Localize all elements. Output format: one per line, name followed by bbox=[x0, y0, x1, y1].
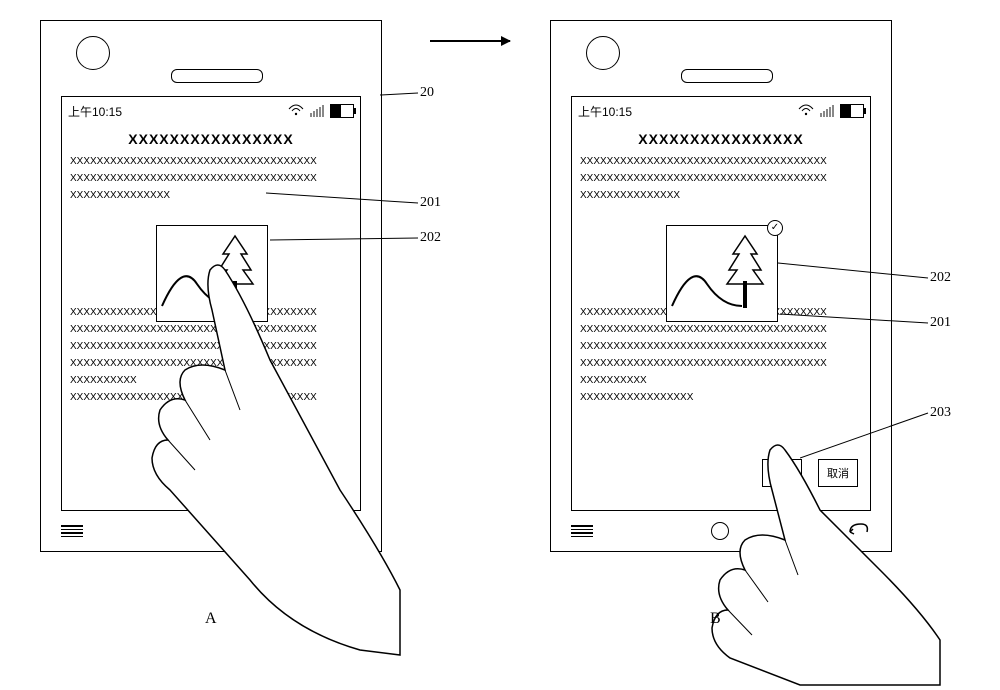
text-line: XXXXXXXXXXXXXXXXXXXXXXXXXXXXXXXXXXXXX bbox=[580, 355, 862, 372]
text-line: XXXXXXXXXXXXXXXXXXXXXXXXXXXXXXXXXXXXX bbox=[70, 389, 352, 406]
text-line: XXXXXXXXXX bbox=[580, 372, 862, 389]
text-line: XXXXXXXXXXXXXXXXXXXXXXXXXXXXXXXXXXXXX bbox=[70, 338, 352, 355]
menu-icon[interactable] bbox=[61, 525, 83, 537]
text-line: XXXXXXXXXXXXXXXXXXXXXXXXXXXXXXXXXXXXX bbox=[70, 355, 352, 372]
text-line: XXXXXXXXXXXXXXXXXXXXXXXXXXXXXXXXXXXXX bbox=[580, 338, 862, 355]
page-title: XXXXXXXXXXXXXXXX bbox=[62, 125, 360, 153]
text-line: XXXXXXXXXXXXXXX bbox=[580, 187, 862, 204]
wifi-icon bbox=[288, 104, 304, 119]
speaker-icon bbox=[681, 69, 773, 83]
phone-b: 上午10:15 XXXXXXXXXXXXXXXX XXXXXXXXXXXXXXX… bbox=[550, 20, 892, 552]
callout-image: 202 bbox=[420, 230, 441, 246]
nav-bar bbox=[571, 519, 871, 543]
landscape-icon bbox=[667, 226, 777, 321]
text-line: XXXXXXXXXXXXXXXXXXXXXXXXXXXXXXXXXXXXX bbox=[70, 321, 352, 338]
camera-icon bbox=[76, 36, 110, 70]
figure-label-b: B bbox=[710, 610, 721, 628]
cancel-button[interactable]: 取消 bbox=[818, 459, 858, 487]
text-line: XXXXXXXXXXXXXXXXXXXXXXXXXXXXXXXXXXXXX bbox=[580, 153, 862, 170]
menu-icon[interactable] bbox=[571, 525, 593, 537]
diagram-root: 上午10:15 XXXXXXXXXXXXXXXX XXXXXXXXXXXXXXX… bbox=[10, 10, 990, 666]
status-bar: 上午10:15 bbox=[62, 97, 360, 125]
text-line: XXXXXXXXXX bbox=[70, 372, 352, 389]
nav-bar bbox=[61, 519, 361, 543]
image-placeholder[interactable] bbox=[156, 225, 268, 322]
battery-icon bbox=[330, 104, 354, 118]
home-icon[interactable] bbox=[711, 522, 729, 540]
text-line: XXXXXXXXXXXXXXXXXXXXXXXXXXXXXXXXXXXXX bbox=[70, 170, 352, 187]
clock-label: 上午10:15 bbox=[578, 103, 798, 120]
screen-a: 上午10:15 XXXXXXXXXXXXXXXX XXXXXXXXXXXXXXX… bbox=[61, 96, 361, 511]
text-line: XXXXXXXXXXXXXXXXXXXXXXXXXXXXXXXXXXXXX bbox=[580, 170, 862, 187]
callout-grid: 201 bbox=[420, 195, 441, 211]
callout-button: 203 bbox=[930, 405, 951, 421]
landscape-icon bbox=[157, 226, 267, 321]
transition-arrow bbox=[430, 40, 510, 42]
camera-icon bbox=[586, 36, 620, 70]
status-bar: 上午10:15 bbox=[572, 97, 870, 125]
wifi-icon bbox=[798, 104, 814, 119]
page-title: XXXXXXXXXXXXXXXX bbox=[572, 125, 870, 153]
phone-a: 上午10:15 XXXXXXXXXXXXXXXX XXXXXXXXXXXXXXX… bbox=[40, 20, 382, 552]
signal-icon bbox=[820, 105, 834, 117]
back-icon[interactable] bbox=[847, 520, 871, 543]
text-line: XXXXXXXXXXXXXXXXX bbox=[580, 389, 862, 406]
check-icon: ✓ bbox=[767, 220, 783, 236]
battery-icon bbox=[840, 104, 864, 118]
text-line: XXXXXXXXXXXXXXXXXXXXXXXXXXXXXXXXXXXXX bbox=[70, 153, 352, 170]
callout-phone: 20 bbox=[420, 85, 434, 101]
speaker-icon bbox=[171, 69, 263, 83]
figure-label-a: A bbox=[205, 610, 217, 628]
callout-grid-b: 201 bbox=[930, 315, 951, 331]
callout-image-b: 202 bbox=[930, 270, 951, 286]
image-placeholder[interactable]: ✓ bbox=[666, 225, 778, 322]
clock-label: 上午10:15 bbox=[68, 103, 288, 120]
ok-button[interactable]: 确定 bbox=[762, 459, 802, 487]
signal-icon bbox=[310, 105, 324, 117]
